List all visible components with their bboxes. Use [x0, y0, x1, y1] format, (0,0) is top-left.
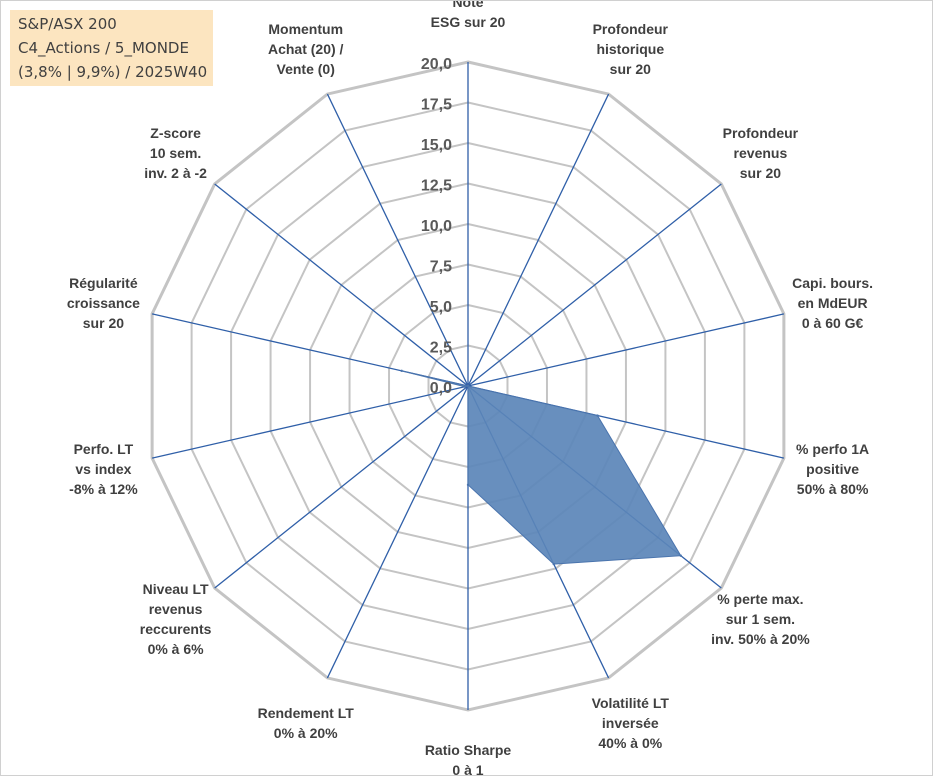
axis-label: Note ESG sur 20: [431, 1, 506, 30]
info-index-name: S&P/ASX 200: [18, 15, 117, 33]
axis-label: Régularité croissance sur 20: [67, 275, 140, 331]
tick-label: 0,0: [430, 380, 452, 397]
data-point: [596, 414, 599, 417]
axis-label: Ratio Sharpe 0 à 1: [425, 742, 512, 777]
axis-label: Capi. bours. en MdEUR 0 à 60 G€: [792, 275, 873, 331]
data-area: [401, 370, 682, 565]
tick-label: 5,0: [430, 299, 452, 316]
axis-label: Z-score 10 sem. inv. 2 à -2: [144, 125, 207, 181]
tick-label: 7,5: [430, 259, 452, 276]
radial-tick-labels: 0,0 2,5 5,0 7,5 10,0 12,5 15,0 17,5 20,0: [421, 56, 452, 397]
axis-label: % perfo 1A positive 50% à 80%: [796, 441, 869, 497]
axis-spoke: [214, 183, 469, 387]
tick-label: 20,0: [421, 56, 452, 73]
axis-label: Perfo. LT vs index -8% à 12%: [69, 441, 138, 497]
tick-label: 17,5: [421, 97, 452, 114]
tick-label: 2,5: [430, 340, 452, 357]
tick-label: 12,5: [421, 178, 452, 195]
axis-label: Volatilité LT inversée 40% à 0%: [592, 695, 670, 751]
axis-spoke: [467, 313, 785, 387]
info-box: S&P/ASX 200 C4_Actions / 5_MONDE (3,8% |…: [10, 10, 213, 86]
data-point: [463, 385, 467, 388]
info-category: C4_Actions / 5_MONDE: [18, 39, 189, 57]
data-point: [466, 483, 470, 487]
data-point: [466, 384, 470, 388]
axis-labels: Note ESG sur 20 Profondeur historique sur 20…: [67, 1, 873, 777]
axis-spoke: [467, 93, 610, 387]
axis-spoke: [467, 183, 722, 387]
axis-label: Rendement LT 0% à 20%: [258, 705, 355, 741]
axis-label: Profondeur historique sur 20: [593, 21, 669, 77]
axis-spoke: [151, 385, 469, 459]
axis-label: Momentum Achat (20) / Vente (0): [268, 21, 344, 77]
data-point: [552, 562, 555, 566]
data-area-layer: [400, 369, 682, 566]
info-stats: (3,8% | 9,9%) / 2025W40: [18, 63, 208, 81]
axis-spoke: [214, 385, 469, 589]
axis-label: Niveau LT revenus reccurents 0% à 6%: [140, 581, 212, 657]
data-point: [679, 554, 682, 557]
axis-label: % perte max. sur 1 sem. inv. 50% à 20%: [711, 591, 810, 647]
data-point: [400, 369, 403, 373]
tick-label: 10,0: [421, 218, 452, 235]
axis-spoke: [326, 93, 469, 387]
axis-spoke: [326, 385, 469, 679]
tick-label: 15,0: [421, 137, 452, 154]
axis-label: Profondeur revenus sur 20: [723, 125, 799, 181]
